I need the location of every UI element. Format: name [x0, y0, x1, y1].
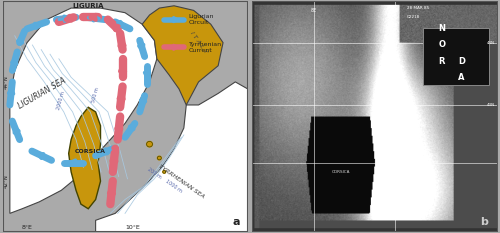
Polygon shape — [68, 107, 100, 209]
Polygon shape — [10, 8, 157, 213]
Text: C2218: C2218 — [407, 15, 420, 19]
Text: 500 m: 500 m — [91, 87, 100, 104]
FancyBboxPatch shape — [423, 28, 489, 85]
Text: I T A L Y: I T A L Y — [189, 31, 208, 55]
Text: 200 m: 200 m — [146, 167, 162, 180]
Text: 10°E: 10°E — [125, 225, 140, 230]
Polygon shape — [96, 82, 248, 232]
Text: N: N — [438, 24, 446, 33]
Text: CORSICA: CORSICA — [332, 170, 350, 174]
Text: LIGURIA: LIGURIA — [72, 3, 104, 10]
Text: R: R — [438, 57, 445, 66]
Text: b: b — [480, 217, 488, 227]
Text: 44°N: 44°N — [4, 75, 8, 89]
Text: A: A — [458, 73, 465, 82]
Circle shape — [158, 156, 162, 160]
Circle shape — [146, 141, 152, 147]
Text: 2000 m: 2000 m — [56, 91, 66, 111]
Text: 44N: 44N — [487, 41, 495, 45]
Text: 10E: 10E — [390, 8, 400, 13]
Text: 1000 m: 1000 m — [165, 179, 183, 194]
Text: CORSICA: CORSICA — [75, 149, 106, 154]
Polygon shape — [142, 6, 223, 105]
Text: O: O — [438, 41, 446, 49]
Circle shape — [163, 171, 166, 173]
Text: 8°E: 8°E — [22, 225, 32, 230]
Text: Tyrrhenian
Current: Tyrrhenian Current — [188, 42, 222, 53]
Text: TYRRHENIAN SEA: TYRRHENIAN SEA — [158, 163, 206, 199]
Text: Ligurian
Circuit: Ligurian Circuit — [188, 14, 214, 25]
Text: LIGURIAN SEA: LIGURIAN SEA — [16, 76, 68, 111]
Text: 8E: 8E — [310, 8, 317, 13]
Text: a: a — [232, 217, 240, 227]
Text: D: D — [458, 57, 466, 66]
Text: 42°N: 42°N — [4, 174, 8, 188]
Text: 43N: 43N — [487, 103, 495, 107]
Text: 28 MAR 85: 28 MAR 85 — [407, 6, 429, 10]
